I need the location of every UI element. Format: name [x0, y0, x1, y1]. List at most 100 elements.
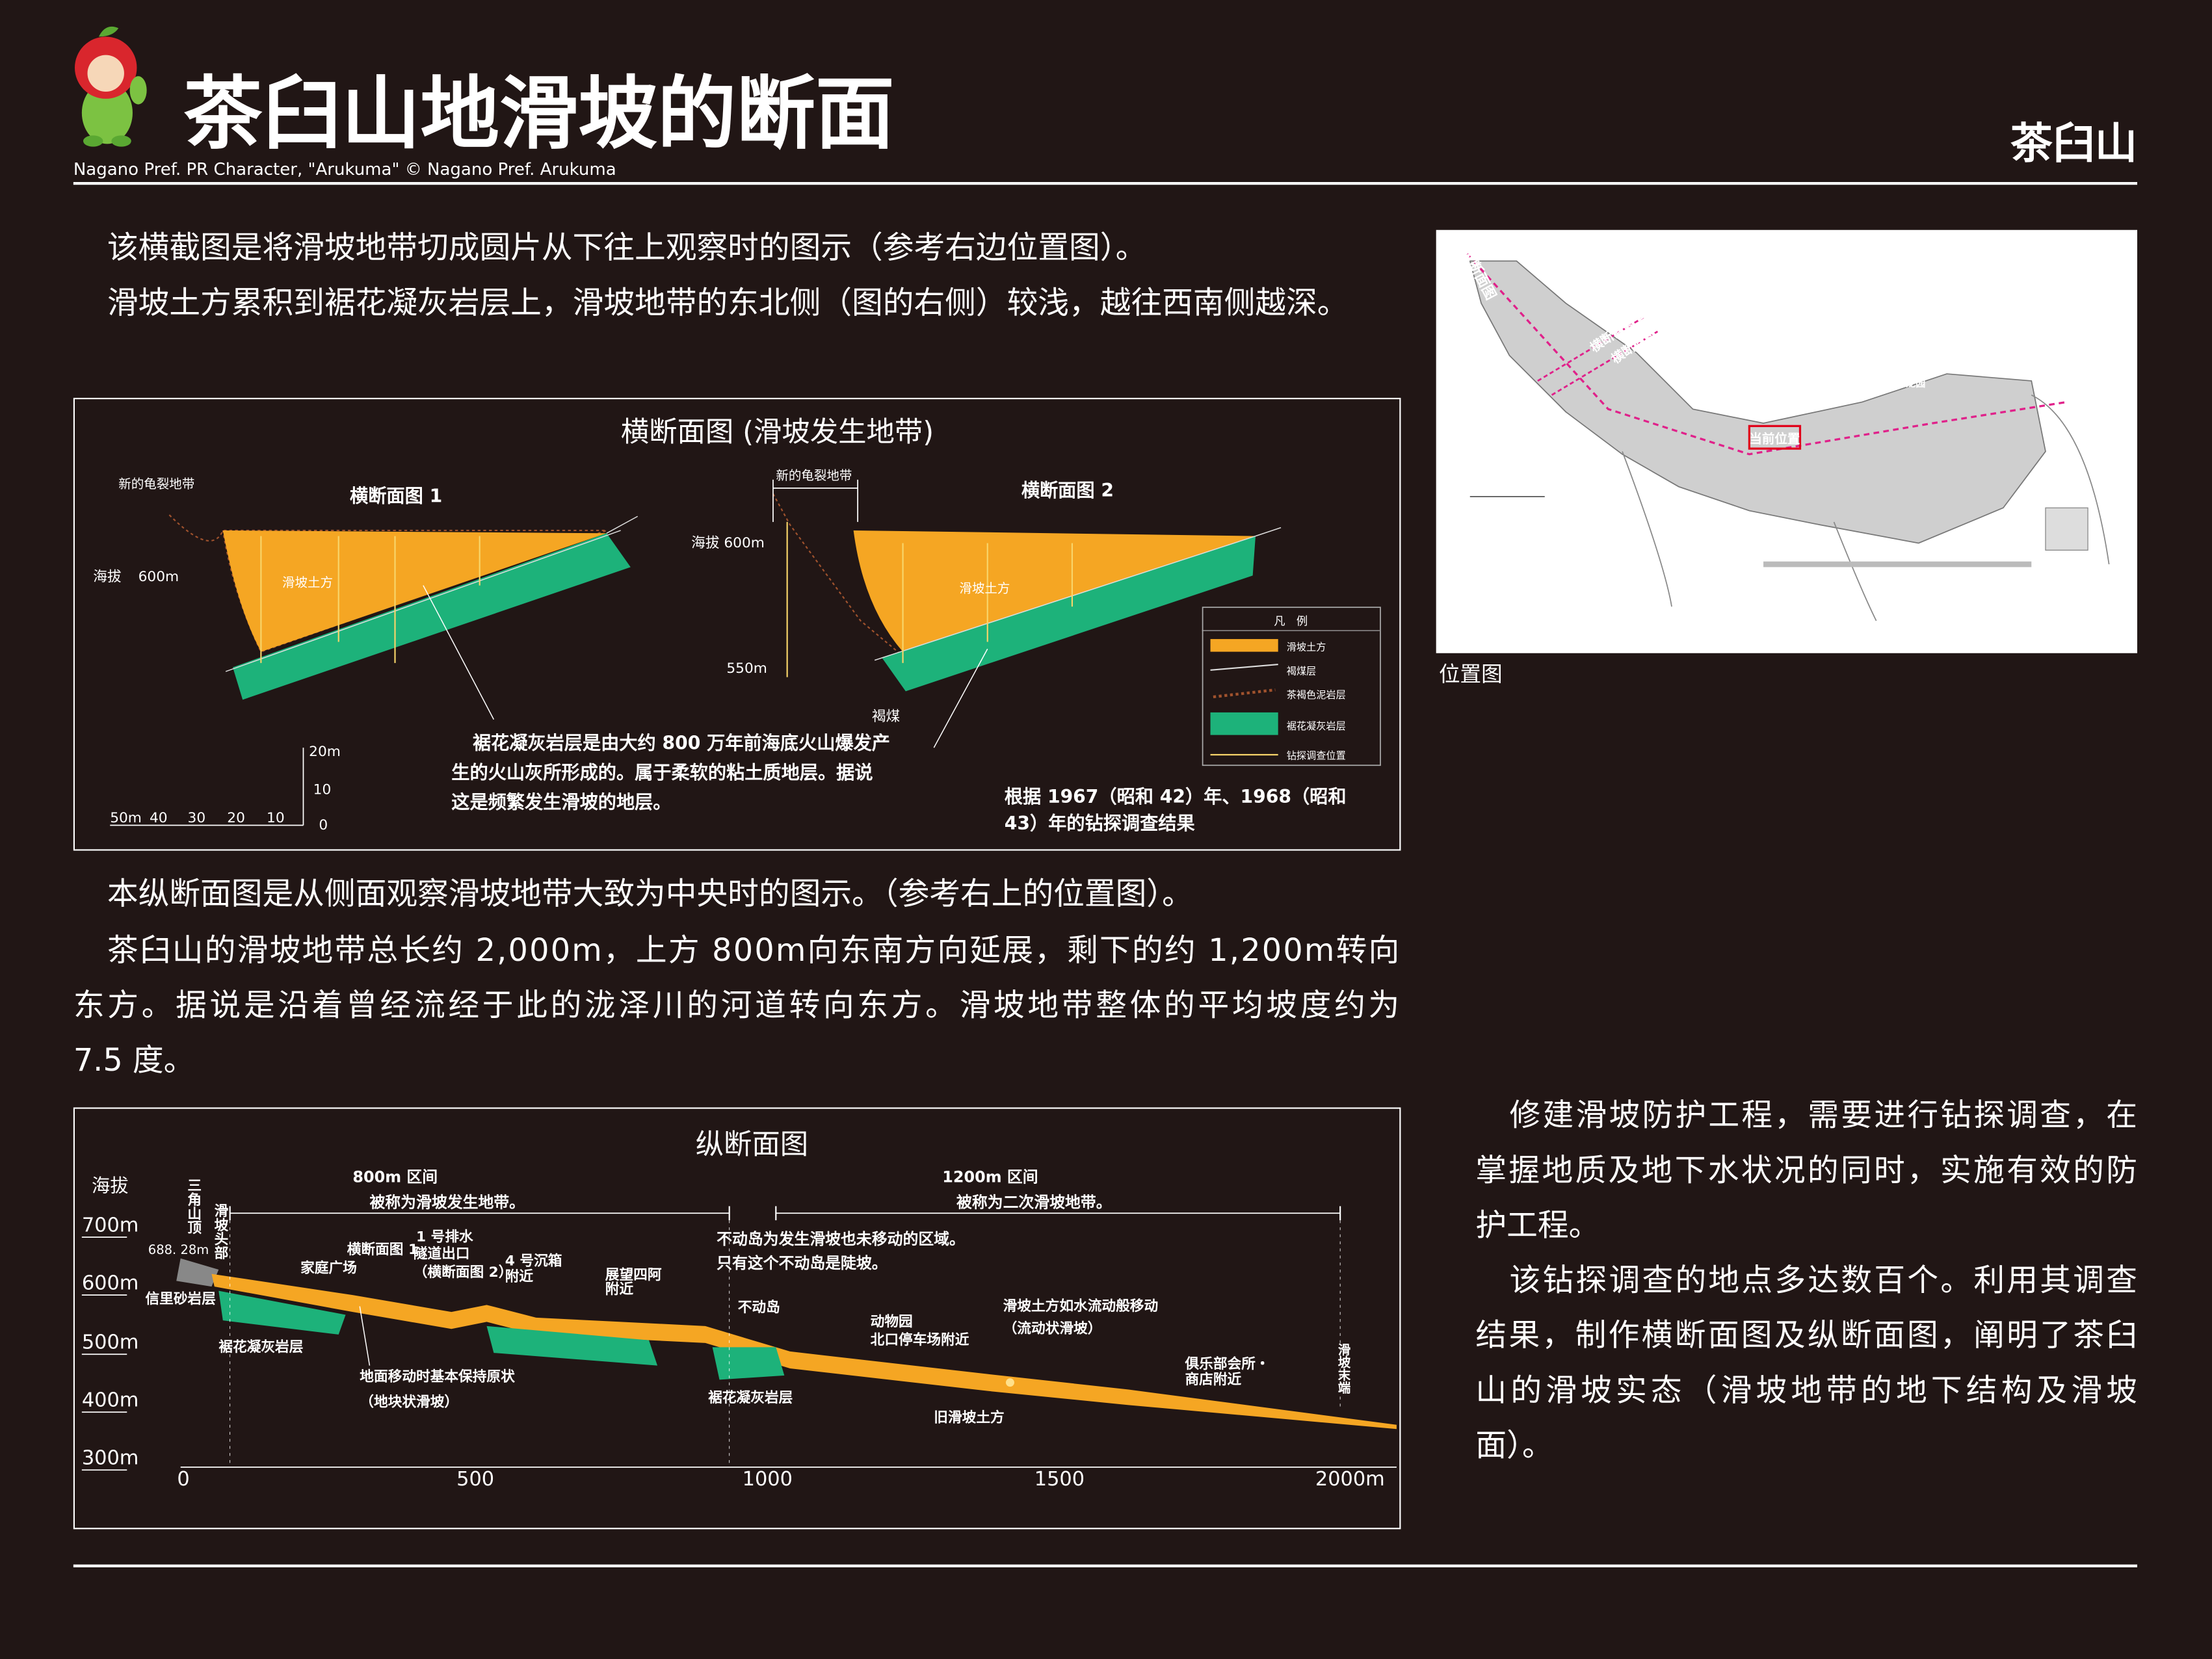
body-text: 东方。据说是沿着曾经流经于此的泷泽川的河道转向东方。滑坡地带整体的平均坡度约为 [73, 987, 1399, 1023]
annotation: 海拔 600m [691, 535, 765, 551]
body-text: 本纵断面图是从侧面观察滑坡地带大致为中央时的图示。（参考右上的位置图）。 [107, 876, 1193, 912]
intro-text: 该横截图是将滑坡地带切成圆片从下往上观察时的图示（参考右边位置图）。 [107, 230, 1146, 266]
map-label: 滑坡发生地带 [1547, 267, 1649, 287]
legend-item: 茶褐色泥岩层 [1287, 689, 1346, 701]
x-tick-label: 1000 [743, 1468, 793, 1491]
vertical-label: 滑坡头部 [212, 1203, 228, 1260]
y-tick-label: 600m [82, 1272, 139, 1294]
body-text: 面）。 [1475, 1428, 1553, 1464]
annotation: 新的龟裂地带 [776, 468, 852, 483]
annotation: 北口停车场附近 [871, 1331, 969, 1348]
annotation: 688. 28m [148, 1242, 209, 1257]
vertical-label: 滑坡末端 [1336, 1343, 1350, 1394]
annotation: 褐煤 [872, 709, 900, 725]
cross-section-frame [73, 397, 1401, 851]
annotation: （地块状滑坡） [360, 1394, 458, 1411]
scale-label: 20 [227, 810, 245, 826]
y-tick-label: 500m [82, 1331, 139, 1354]
map-label: 当前位置 [1749, 431, 1800, 446]
credit: Nagano Pref. PR Character, "Arukuma" © N… [73, 160, 616, 179]
annotation: 600m [138, 569, 179, 585]
x-tick-label: 1500 [1034, 1468, 1085, 1491]
body-text: 修建滑坡防护工程，需要进行钻探调查，在 [1510, 1098, 2137, 1134]
figure-title: 横断面图 (滑坡发生地带) [621, 416, 934, 449]
note-text: 裾花凝灰岩层是由大约 800 万年前海底火山爆发产 [473, 732, 890, 753]
note-text: 生的火山灰所形成的。属于柔软的粘土质地层。据说 [451, 762, 873, 783]
annotation: 裾花凝灰岩层 [218, 1339, 303, 1355]
section-label: 横断面图 2 [1021, 480, 1114, 501]
annotation: 俱乐部会所・ [1185, 1355, 1270, 1372]
location-map [1436, 229, 2138, 653]
cross-section-2 [772, 479, 1282, 748]
source-text: 43）年的钻探调查结果 [1005, 813, 1196, 834]
map-label: 茶臼山恐龙园 [1865, 378, 1925, 389]
axis-title: 海拔 [92, 1175, 128, 1197]
note-text: 这是频繁发生滑坡的地层。 [451, 791, 671, 813]
mascot [74, 26, 147, 147]
place-name: 茶臼山 [2010, 120, 2137, 168]
body-text: 7.5 度。 [73, 1043, 194, 1078]
scale-label: 10 [313, 782, 332, 798]
body-text: 该钻探调查的地点多达数百个。利用其调查 [1510, 1263, 2137, 1299]
y-tick-label: 700m [82, 1214, 139, 1236]
source-text: 根据 1967（昭和 42）年、1968（昭和 [1005, 786, 1347, 807]
annotation: 家庭广场 [300, 1259, 357, 1276]
annotation: 550m [726, 660, 767, 677]
annotation: 800m 区间 [352, 1168, 438, 1186]
annotation: 商店附近 [1185, 1371, 1242, 1388]
annotation: 不动岛为发生滑坡也未移动的区域。 [717, 1230, 965, 1248]
map-label: 茶臼山动物园 [1692, 544, 1752, 556]
legend-box [1202, 607, 1381, 766]
y-tick-label: 300m [82, 1447, 139, 1470]
scale-label: 40 [150, 810, 168, 826]
map-title: 位置图 [1439, 662, 1503, 686]
legend-title: 凡 例 [1274, 615, 1308, 628]
y-tick-label: 400m [82, 1389, 139, 1412]
annotation: 海拔 [93, 569, 121, 585]
map-label: 二次滑坡地带 [1771, 348, 1872, 367]
x-tick-label: 0 [177, 1468, 189, 1491]
scale-label: 50m [110, 810, 142, 826]
scale-label: 0 [319, 817, 328, 833]
annotation: 信里砂岩层 [145, 1290, 215, 1307]
map-label: 茶臼山自然植物园 [1466, 397, 1546, 409]
annotation: （流动状滑坡） [1003, 1320, 1102, 1337]
annotation: 被称为滑坡发生地带。 [369, 1194, 525, 1212]
annotation: 地面移动时基本保持原状 [360, 1368, 515, 1385]
annotation: 1200m 区间 [942, 1168, 1038, 1186]
section-label: 横断面图 1 [350, 486, 442, 507]
annotation: 动物园 [871, 1313, 913, 1330]
annotation: 隧道出口 [414, 1246, 470, 1262]
annotation: 1 号排水 [416, 1229, 473, 1246]
annotation: 只有这个不动岛是陡坡。 [717, 1254, 887, 1272]
annotation: 滑坡土方如水流动般移动 [1003, 1298, 1159, 1314]
scale-label: 10 [267, 810, 285, 826]
body-text: 护工程。 [1475, 1208, 1600, 1244]
annotation: 附近 [505, 1268, 534, 1285]
legend-item: 滑坡土方 [1287, 641, 1326, 653]
x-tick-label: 2000m [1315, 1468, 1385, 1491]
annotation: 横断面图 1 [347, 1241, 418, 1258]
scale [110, 748, 304, 826]
annotation: 新的龟裂地带 [118, 477, 194, 491]
longitudinal-profile [81, 1206, 1397, 1471]
cross-section-1 [168, 514, 639, 720]
intro-text: 滑坡土方累积到裾花凝灰岩层上，滑坡地带的东北侧（图的右侧）较浅，越往西南侧越深。 [107, 285, 1349, 321]
figure-title: 纵断面图 [696, 1129, 808, 1161]
legend-item: 钻探调查位置 [1287, 750, 1346, 761]
body-text: 山的滑坡实态（滑坡地带的地下结构及滑坡 [1475, 1373, 2137, 1409]
legend-item: 裾花凝灰岩层 [1287, 720, 1346, 732]
annotation: 4 号沉箱 [505, 1253, 562, 1270]
map-caption: 茶臼山滑坡呈“く”状弯曲。 [1456, 618, 1711, 643]
annotation: 裾花凝灰岩层 [708, 1389, 793, 1406]
vertical-label: 三角山顶 [185, 1178, 202, 1235]
legend-item: 褐煤层 [1287, 665, 1317, 677]
annotation: 不动岛 [738, 1299, 780, 1316]
scale-label: 20m [309, 744, 341, 760]
annotation: 被称为二次滑坡地带。 [956, 1194, 1112, 1212]
page-title: 茶臼山地滑坡的断面 [183, 68, 894, 160]
x-tick-label: 500 [456, 1468, 494, 1491]
annotation: 滑坡土方 [959, 581, 1010, 595]
